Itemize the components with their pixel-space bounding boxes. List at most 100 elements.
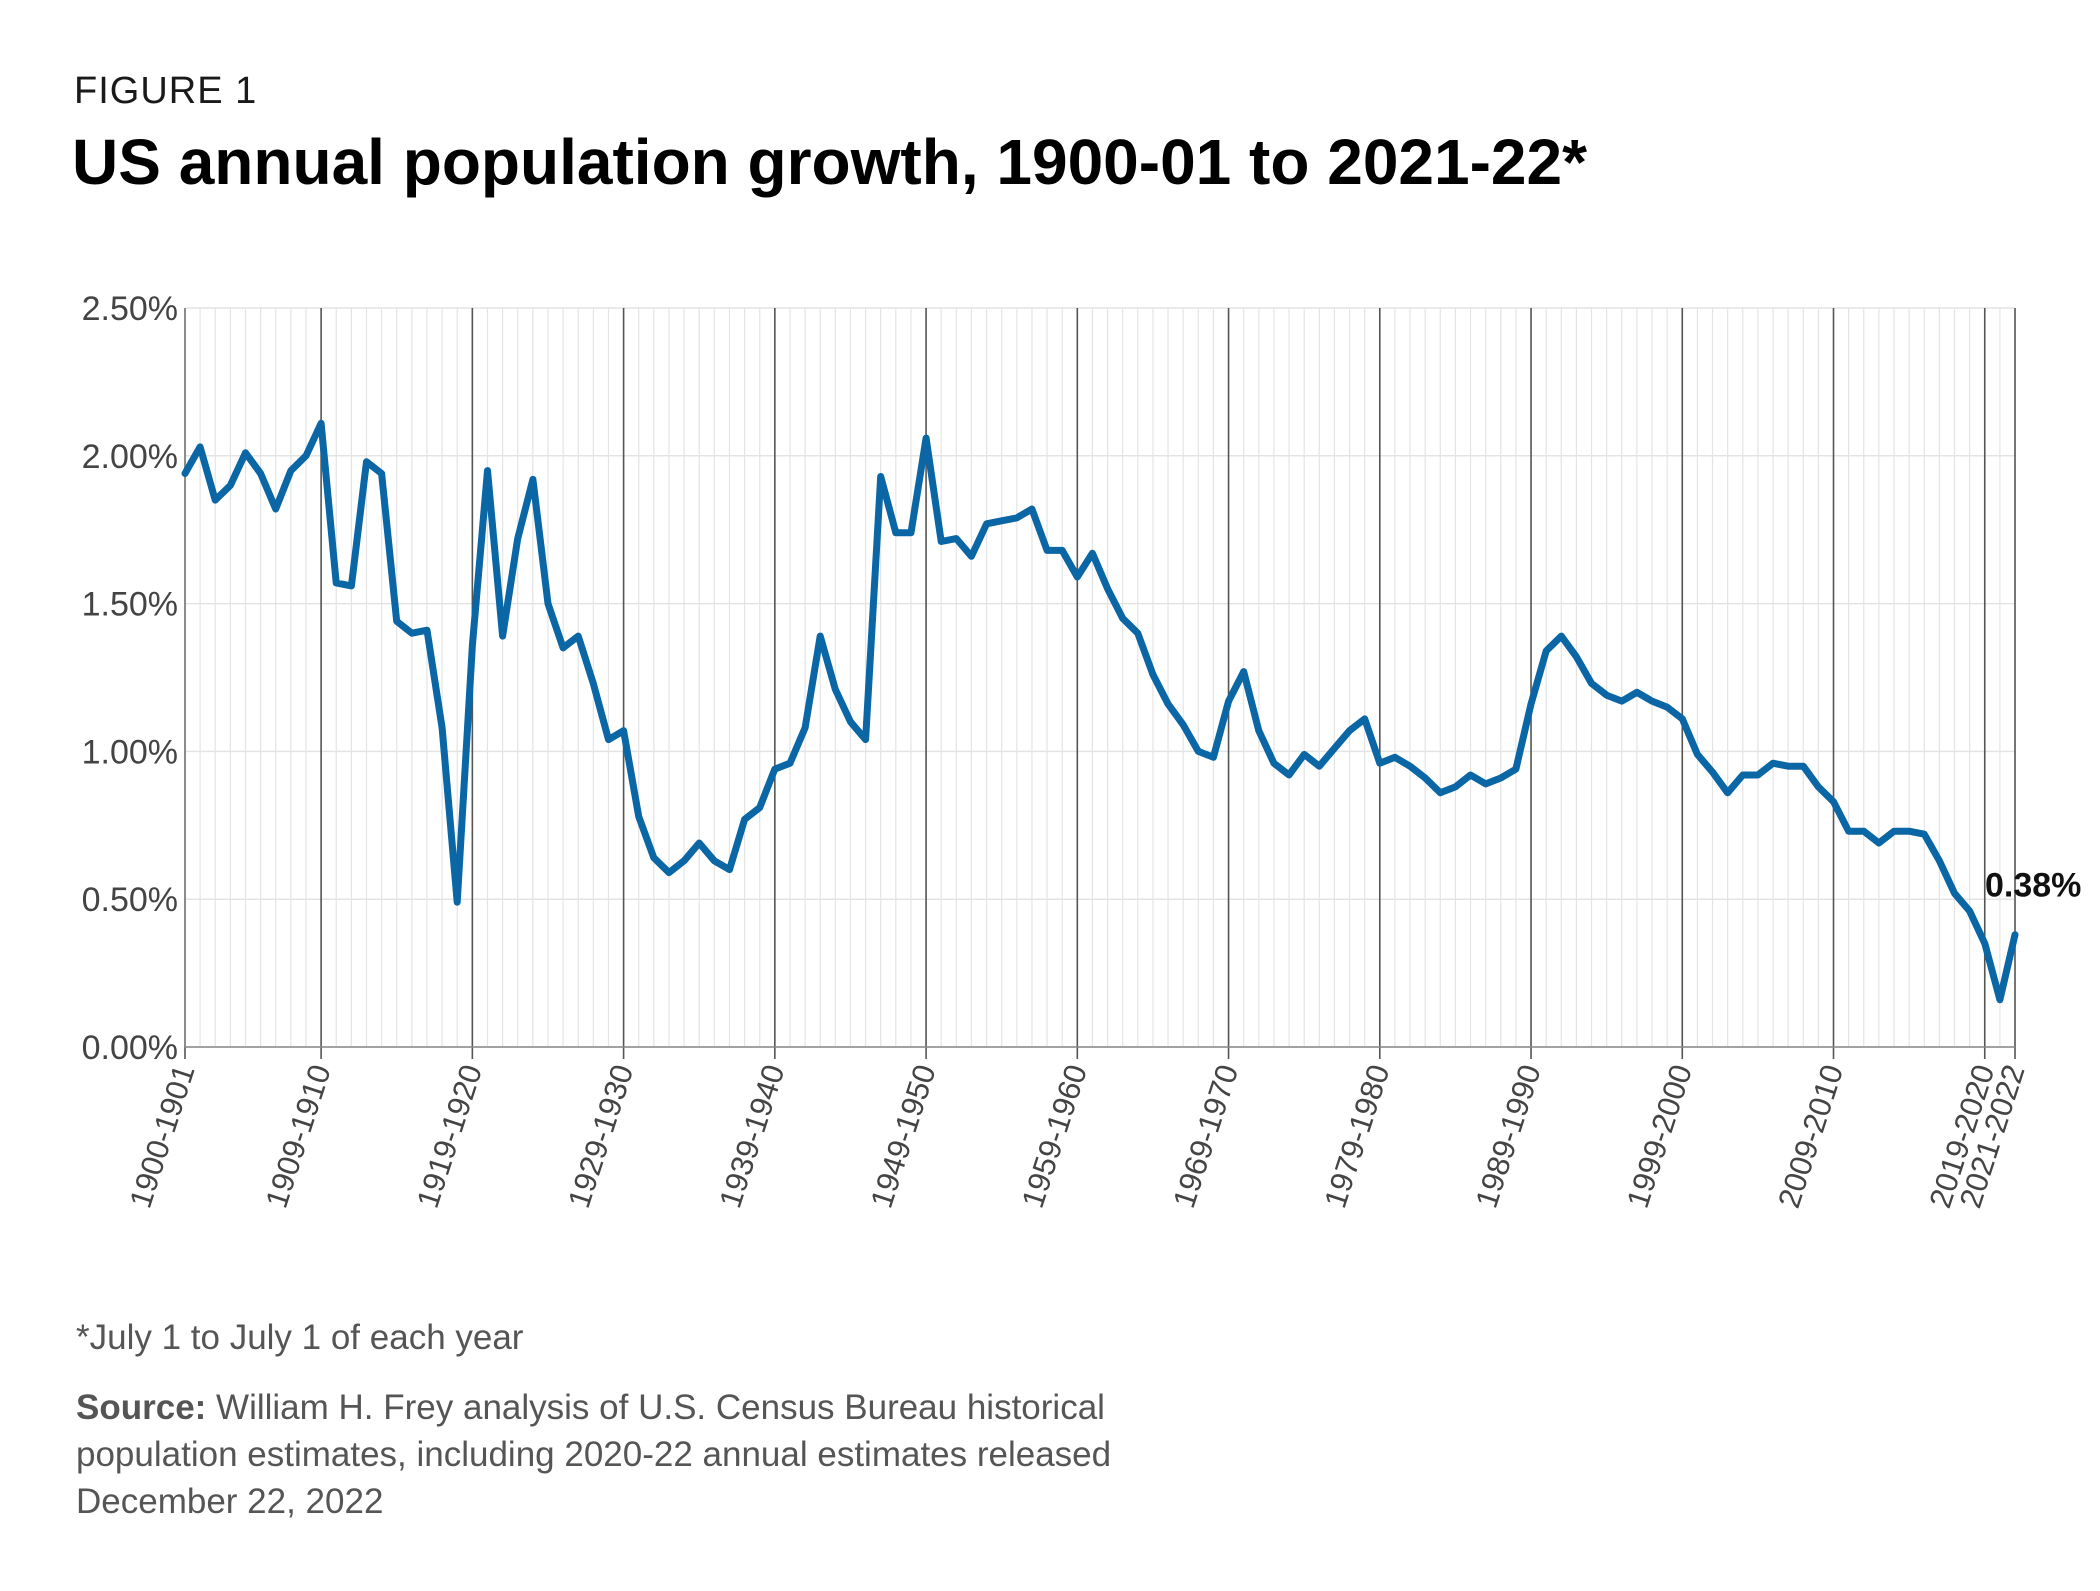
data-point	[636, 813, 642, 819]
data-point	[1483, 781, 1489, 787]
y-tick-label: 1.50%	[82, 586, 178, 624]
data-point	[1831, 799, 1837, 805]
source-note: Source: William H. Frey analysis of U.S.…	[76, 1384, 1276, 1525]
data-point	[1195, 748, 1201, 754]
y-tick-label: 2.00%	[82, 438, 178, 476]
data-point	[1619, 698, 1625, 704]
data-point	[1271, 760, 1277, 766]
data-point	[681, 858, 687, 864]
data-point	[893, 530, 899, 536]
data-point	[1452, 784, 1458, 790]
data-point	[1785, 763, 1791, 769]
x-tick-label: 1919-1920	[410, 1060, 489, 1212]
data-point	[878, 473, 884, 479]
data-point	[1573, 654, 1579, 660]
data-point	[968, 553, 974, 559]
figure-label: FIGURE 1	[74, 70, 258, 112]
data-point	[1694, 751, 1700, 757]
data-point	[1377, 760, 1383, 766]
x-tick-label: 1909-1910	[259, 1060, 338, 1212]
data-point	[651, 855, 657, 861]
data-point	[348, 583, 354, 589]
data-point	[258, 471, 264, 477]
source-text: William H. Frey analysis of U.S. Census …	[76, 1388, 1112, 1521]
data-point	[1498, 775, 1504, 781]
data-point	[1952, 890, 1958, 896]
x-tick-label: 1949-1950	[864, 1060, 943, 1212]
data-point	[1513, 766, 1519, 772]
data-point	[1604, 692, 1610, 698]
data-point	[1256, 728, 1262, 734]
data-point	[1331, 745, 1337, 751]
data-point	[696, 840, 702, 846]
data-point	[1089, 550, 1095, 556]
data-point	[1241, 669, 1247, 675]
data-point	[1846, 828, 1852, 834]
data-point	[1679, 716, 1685, 722]
data-point	[182, 471, 188, 477]
data-point	[832, 686, 838, 692]
x-tick-label: 1900-1901	[123, 1060, 202, 1212]
x-tick-label: 1929-1930	[561, 1060, 640, 1212]
x-tick-label: 1959-1960	[1015, 1060, 1094, 1212]
data-point	[1316, 763, 1322, 769]
data-point	[242, 450, 248, 456]
data-point	[1392, 754, 1398, 760]
grid	[184, 307, 2016, 1048]
y-tick-label: 0.50%	[82, 881, 178, 919]
data-point	[1725, 790, 1731, 796]
data-point	[1301, 751, 1307, 757]
data-point	[1120, 615, 1126, 621]
y-tick-label: 1.00%	[82, 733, 178, 771]
y-tick-label: 0.00%	[82, 1029, 178, 1067]
data-point	[1347, 728, 1353, 734]
data-point	[273, 506, 279, 512]
data-point	[1710, 769, 1716, 775]
series-line	[181, 419, 2019, 1004]
data-point	[1059, 547, 1065, 553]
data-point	[1407, 763, 1413, 769]
data-point	[530, 476, 536, 482]
x-tick-label: 2009-2010	[1771, 1060, 1850, 1212]
data-point	[212, 497, 218, 503]
data-point	[1634, 689, 1640, 695]
data-point	[484, 468, 490, 474]
data-point	[500, 633, 506, 639]
footnote: *July 1 to July 1 of each year	[76, 1318, 524, 1357]
data-point	[787, 760, 793, 766]
chart-title: US annual population growth, 1900-01 to …	[72, 126, 1587, 198]
data-point	[1422, 775, 1428, 781]
data-point	[1936, 858, 1942, 864]
data-point	[515, 536, 521, 542]
data-point	[1770, 760, 1776, 766]
x-tick-label: 1979-1980	[1317, 1060, 1396, 1212]
data-point	[772, 766, 778, 772]
data-point	[726, 867, 732, 873]
data-point	[1982, 941, 1988, 947]
data-point	[908, 530, 914, 536]
data-point	[999, 518, 1005, 524]
data-point	[1967, 908, 1973, 914]
axes	[184, 308, 2016, 1059]
data-point	[802, 725, 808, 731]
last-value-label: 0.38%	[1985, 867, 2081, 905]
data-point	[424, 627, 430, 633]
x-tick-label: 1999-2000	[1620, 1060, 1699, 1212]
x-tick-label: 1969-1970	[1166, 1060, 1245, 1212]
data-point	[1558, 633, 1564, 639]
data-point	[923, 435, 929, 441]
data-point	[590, 680, 596, 686]
data-point	[621, 728, 627, 734]
data-point	[757, 805, 763, 811]
data-point	[1210, 754, 1216, 760]
data-point	[1921, 831, 1927, 837]
data-point	[863, 737, 869, 743]
data-point	[560, 645, 566, 651]
data-point	[605, 737, 611, 743]
data-point	[1135, 630, 1141, 636]
data-point	[2012, 932, 2018, 938]
data-point	[379, 471, 385, 477]
data-point	[1997, 997, 2003, 1003]
data-point	[409, 630, 415, 636]
data-point	[1150, 672, 1156, 678]
